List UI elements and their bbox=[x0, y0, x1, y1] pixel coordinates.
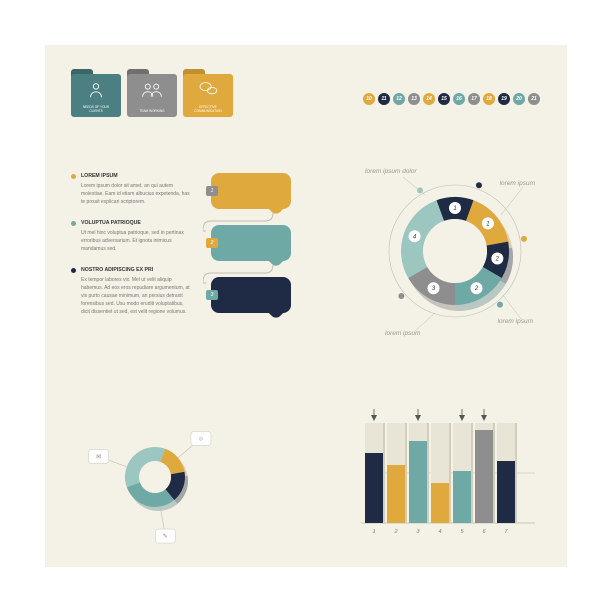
chip: 14 bbox=[423, 93, 435, 105]
chip: 16 bbox=[453, 93, 465, 105]
folder-3: EFFECTIVECOMMUNICATION bbox=[183, 69, 233, 117]
svg-text:✎: ✎ bbox=[163, 533, 168, 540]
chip: 20 bbox=[513, 93, 525, 105]
svg-text:2: 2 bbox=[474, 286, 479, 292]
svg-text:7: 7 bbox=[504, 529, 508, 535]
svg-text:4: 4 bbox=[438, 529, 441, 535]
svg-text:2: 2 bbox=[495, 256, 500, 262]
donut-small: ✉ ☺ ✎ bbox=[75, 405, 255, 545]
svg-text:lorem ipsum: lorem ipsum bbox=[385, 330, 421, 337]
svg-text:☺: ☺ bbox=[198, 436, 204, 442]
chip: 10 bbox=[363, 93, 375, 105]
chip: 21 bbox=[528, 93, 540, 105]
chip: 11 bbox=[378, 93, 390, 105]
folder-3-label: EFFECTIVECOMMUNICATION bbox=[183, 106, 233, 114]
chip: 18 bbox=[483, 93, 495, 105]
people-icon bbox=[127, 81, 177, 101]
folder-1-label: NEEDS OF YOURCLIENTS bbox=[71, 106, 121, 114]
svg-text:1: 1 bbox=[372, 529, 375, 535]
chip: 12 bbox=[393, 93, 405, 105]
folder-1: NEEDS OF YOURCLIENTS bbox=[71, 69, 121, 117]
svg-text:1: 1 bbox=[453, 206, 456, 212]
flow-boxes: 1 2 3 bbox=[203, 173, 298, 323]
bubbles-icon bbox=[183, 81, 233, 99]
svg-text:3: 3 bbox=[416, 529, 420, 535]
chip-bar: 101112131415161718192021 bbox=[363, 93, 540, 105]
text-item: NOSTRO ADIPISCING EX PRIEx tempor labore… bbox=[71, 267, 191, 316]
svg-text:✉: ✉ bbox=[96, 454, 101, 460]
svg-text:lorem ipsum: lorem ipsum bbox=[500, 180, 536, 187]
chip: 13 bbox=[408, 93, 420, 105]
folder-2: TEAM WORKING bbox=[127, 69, 177, 117]
bar-chart: 1 2 3 4 5 6 7 bbox=[335, 405, 545, 545]
chip: 17 bbox=[468, 93, 480, 105]
chip: 19 bbox=[498, 93, 510, 105]
flow-box: 3 bbox=[211, 277, 291, 313]
svg-text:6: 6 bbox=[482, 529, 486, 535]
svg-text:5: 5 bbox=[460, 529, 464, 535]
svg-text:2: 2 bbox=[393, 529, 397, 535]
text-item: LOREM IPSUMLorem ipsum dolor sit amet, a… bbox=[71, 173, 191, 206]
svg-text:1: 1 bbox=[486, 221, 489, 227]
person-icon bbox=[71, 81, 121, 101]
chip: 15 bbox=[438, 93, 450, 105]
donut-big: 122341lorem ipsum dolorlorem ipsumlorem … bbox=[335, 155, 555, 345]
flow-box: 2 bbox=[211, 225, 291, 261]
text-item: VOLUPTUA PATRIOQUEUt mel hinc voluptua p… bbox=[71, 220, 191, 253]
folder-2-label: TEAM WORKING bbox=[127, 110, 177, 114]
flow-box: 1 bbox=[211, 173, 291, 209]
svg-text:lorem ipsum: lorem ipsum bbox=[498, 318, 534, 325]
svg-text:lorem ipsum dolor: lorem ipsum dolor bbox=[365, 168, 417, 175]
text-column: LOREM IPSUMLorem ipsum dolor sit amet, a… bbox=[71, 173, 191, 330]
